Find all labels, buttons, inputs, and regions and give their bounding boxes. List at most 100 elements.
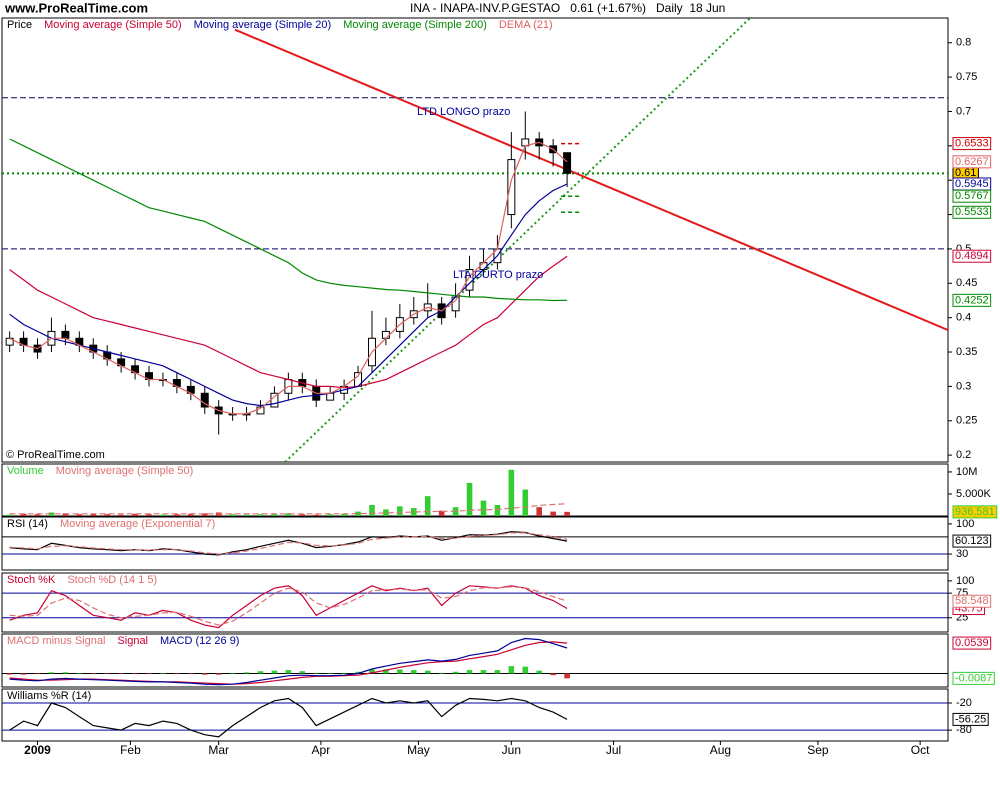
candle-body [507, 159, 516, 216]
bar [90, 513, 97, 516]
last-value-box [952, 636, 992, 650]
series-line [9, 503, 568, 515]
x-tick-label: Sep [807, 743, 829, 757]
series-line [9, 531, 568, 556]
bar [229, 673, 236, 674]
bar [160, 514, 166, 516]
x-tick-label: Mar [208, 743, 229, 757]
legend-label: Moving average (Simple 200) [343, 19, 487, 31]
chart-subtitle: INA - INAPA-INV.P.GESTAO 0.61 (+1.67%) D… [410, 1, 725, 15]
last-value-label: 0.0539 [955, 637, 989, 649]
bar [174, 514, 180, 516]
series-line [9, 532, 568, 555]
bar [564, 673, 570, 679]
panel-plot [2, 697, 948, 738]
y-tick-label: 0.8 [956, 37, 971, 49]
bar [104, 514, 110, 516]
x-tick-label: Jul [606, 743, 621, 757]
candle-body [326, 392, 335, 401]
bar [369, 669, 375, 674]
bar [271, 670, 278, 674]
bar [522, 666, 529, 674]
annotation: LTD LONGO prazo [417, 106, 510, 118]
series-line [9, 255, 568, 389]
bar [160, 673, 166, 674]
bar [257, 671, 264, 674]
site-title: www.ProRealTime.com [4, 0, 148, 15]
series-line [9, 138, 568, 302]
last-value-box [952, 505, 998, 519]
bar [201, 513, 208, 516]
last-value-box [952, 712, 989, 726]
last-value-label: 0.5945 [955, 178, 989, 190]
bar [132, 673, 138, 675]
bar [20, 513, 27, 516]
x-tick-label: Aug [710, 743, 731, 757]
bar [438, 672, 445, 674]
legend-label: Stoch %D (14 1 5) [67, 574, 157, 586]
bar [34, 514, 41, 516]
bar [494, 670, 501, 674]
bar [188, 513, 194, 516]
bar [508, 469, 515, 516]
y-tick-label: -20 [956, 697, 972, 709]
bar [201, 673, 208, 675]
last-value-label: 0.6267 [955, 156, 989, 168]
bar [313, 514, 320, 516]
candle-body [381, 330, 390, 339]
bar [285, 670, 292, 674]
bar [299, 514, 306, 516]
bar [383, 509, 389, 516]
bar [90, 673, 97, 675]
last-value-label: 936,581 [955, 506, 995, 518]
trend-line [234, 28, 948, 331]
x-tick-label: May [407, 743, 430, 757]
copyright: © ProRealTime.com [6, 449, 105, 461]
series-line [9, 141, 568, 415]
last-value-box [952, 249, 992, 263]
bar [146, 514, 152, 516]
x-tick-label: 2009 [24, 743, 51, 757]
last-value-box [952, 293, 992, 307]
last-value-label: 0.5533 [955, 206, 989, 218]
bar [355, 671, 361, 674]
panel-frame [1, 516, 949, 571]
legend-label: Signal [117, 635, 148, 647]
legend-label: Williams %R (14) [7, 690, 91, 702]
candle-body [200, 392, 209, 408]
y-tick-label: 0.3 [956, 380, 971, 392]
bar [257, 514, 264, 516]
y-tick-label: -80 [956, 724, 972, 736]
last-value-box [952, 671, 995, 685]
bar [424, 670, 431, 674]
bar [243, 514, 250, 516]
y-tick-label: 0.2 [956, 449, 971, 461]
panel-plot [6, 469, 570, 516]
last-value-label: 0.4894 [955, 250, 989, 262]
bar [397, 506, 403, 516]
bar [550, 511, 556, 516]
y-tick-label: 5.000K [956, 488, 992, 500]
x-tick-label: Apr [312, 743, 331, 757]
legend-label: MACD (12 26 9) [160, 635, 239, 647]
y-tick-label: 0.7 [956, 105, 971, 117]
bar [76, 514, 83, 516]
last-value-box [952, 137, 992, 151]
bar [355, 511, 361, 516]
bar [174, 673, 180, 675]
legend-label: RSI (14) [7, 518, 48, 530]
bar [564, 511, 570, 516]
series-line [9, 585, 568, 629]
bar [480, 670, 487, 674]
legend-label: Moving average (Exponential 7) [60, 518, 215, 530]
bar [383, 669, 389, 674]
y-tick-label: 0.75 [956, 71, 977, 83]
y-tick-label: 0.25 [956, 415, 977, 427]
panel-plot [2, 18, 948, 462]
series-line [9, 586, 568, 626]
candle-body [61, 330, 70, 339]
series-line [9, 697, 568, 738]
bar [411, 508, 417, 516]
series-line [9, 637, 568, 686]
